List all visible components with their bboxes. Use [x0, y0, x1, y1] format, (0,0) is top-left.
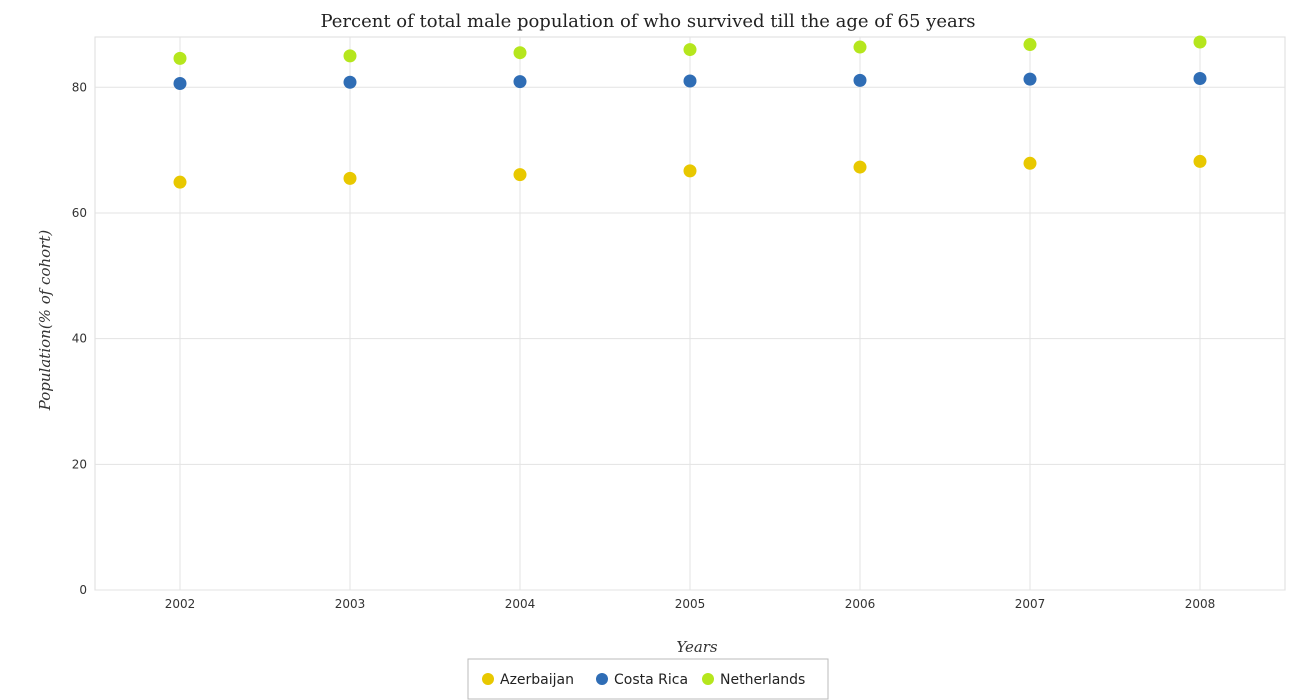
data-point	[1193, 71, 1207, 85]
x-tick-label: 2008	[1185, 597, 1216, 611]
x-tick-label: 2005	[675, 597, 706, 611]
x-tick-label: 2006	[845, 597, 876, 611]
x-axis-label: Years	[676, 638, 718, 656]
x-tick-label: 2004	[505, 597, 536, 611]
y-tick-label: 20	[72, 457, 87, 471]
legend-label: Azerbaijan	[500, 672, 574, 688]
legend-label: Netherlands	[720, 672, 805, 688]
grid-lines	[94, 36, 1286, 591]
data-point	[513, 168, 527, 182]
data-point	[683, 74, 697, 88]
data-point	[513, 75, 527, 89]
y-tick-label: 60	[72, 206, 87, 220]
y-tick-label: 40	[72, 332, 87, 346]
data-point	[343, 171, 357, 185]
data-point	[1023, 38, 1037, 52]
data-point	[853, 73, 867, 87]
data-point	[173, 51, 187, 65]
x-tick-label: 2007	[1015, 597, 1046, 611]
y-tick-label: 0	[79, 583, 87, 597]
y-tick-label: 80	[72, 80, 87, 94]
legend-marker	[702, 673, 714, 685]
y-axis-ticks: 0 20 40 60 80	[72, 80, 87, 597]
x-axis-ticks: 2002 2003 2004 2005 2006 2007 2008	[165, 597, 1216, 611]
series-netherlands	[173, 35, 1207, 65]
data-point	[513, 46, 527, 60]
legend: Azerbaijan Costa Rica Netherlands	[467, 658, 829, 700]
data-point	[1023, 72, 1037, 86]
data-point	[343, 75, 357, 89]
data-points	[173, 35, 1207, 189]
data-point	[1023, 156, 1037, 170]
series-azerbaijan	[173, 154, 1207, 189]
data-point	[173, 175, 187, 189]
legend-marker	[482, 673, 494, 685]
series-costa-rica	[173, 71, 1207, 91]
data-point	[683, 164, 697, 178]
data-point	[343, 49, 357, 63]
data-point	[1193, 154, 1207, 168]
legend-label: Costa Rica	[614, 672, 688, 688]
legend-marker	[596, 673, 608, 685]
data-point	[853, 40, 867, 54]
x-tick-label: 2003	[335, 597, 366, 611]
data-point	[1193, 35, 1207, 49]
data-point	[853, 160, 867, 174]
data-point	[173, 77, 187, 91]
legend-box	[467, 658, 829, 700]
y-axis-label: Population(% of cohort)	[36, 230, 54, 412]
chart-title: Percent of total male population of who …	[320, 11, 975, 32]
x-tick-label: 2002	[165, 597, 196, 611]
data-point	[683, 43, 697, 57]
